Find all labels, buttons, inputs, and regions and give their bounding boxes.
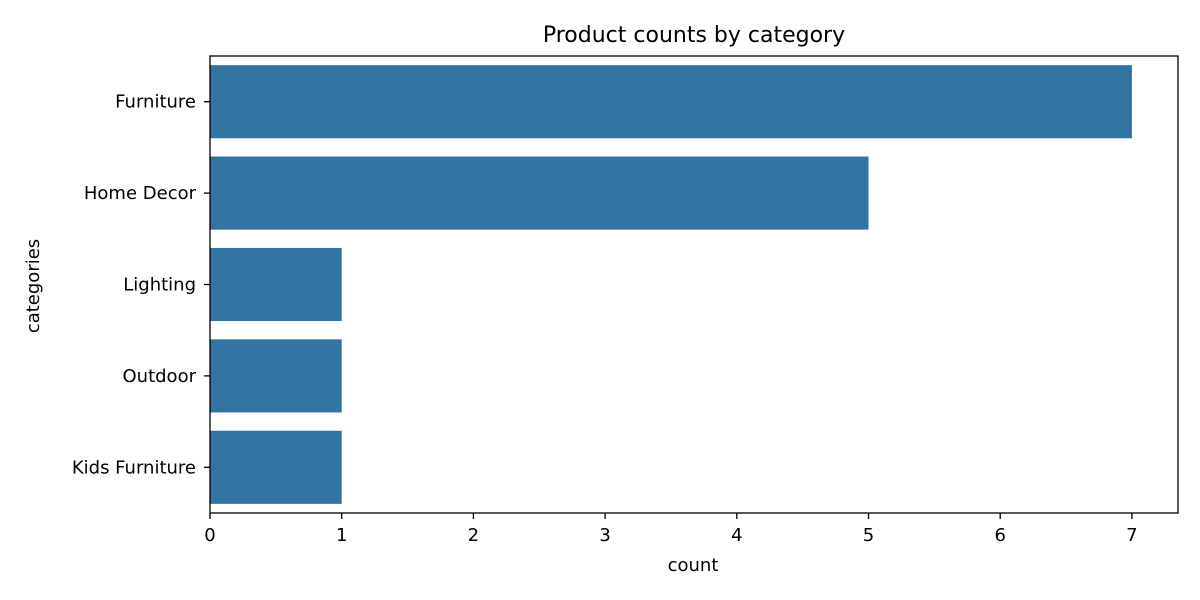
x-axis-ticks: 0 1 2 3 4 5 6 7 bbox=[204, 513, 1138, 546]
x-tick-label: 5 bbox=[863, 525, 874, 546]
chart-title: Product counts by category bbox=[543, 23, 845, 48]
y-axis-ticks: Furniture Home Decor Lighting Outdoor Kids F… bbox=[72, 92, 210, 478]
x-tick-label: 3 bbox=[599, 525, 610, 546]
y-tick-label: Outdoor bbox=[123, 366, 197, 387]
x-tick-label: 1 bbox=[336, 525, 347, 546]
x-tick-label: 2 bbox=[468, 525, 479, 546]
y-tick-label: Furniture bbox=[115, 92, 196, 113]
bars-group bbox=[210, 65, 1132, 504]
bar-kids-furniture bbox=[210, 430, 342, 504]
x-tick-label: 0 bbox=[204, 525, 215, 546]
bar-outdoor bbox=[210, 339, 342, 413]
y-tick-label: Home Decor bbox=[84, 183, 197, 204]
y-axis-label: categories bbox=[23, 239, 44, 333]
bar-lighting bbox=[210, 247, 342, 322]
x-tick-label: 7 bbox=[1126, 525, 1137, 546]
x-tick-label: 4 bbox=[731, 525, 742, 546]
y-tick-label: Lighting bbox=[123, 275, 196, 296]
x-axis-label: count bbox=[668, 555, 719, 576]
y-tick-label: Kids Furniture bbox=[72, 457, 196, 478]
bar-home-decor bbox=[210, 156, 869, 230]
x-tick-label: 6 bbox=[994, 525, 1005, 546]
bar-furniture bbox=[210, 65, 1132, 139]
